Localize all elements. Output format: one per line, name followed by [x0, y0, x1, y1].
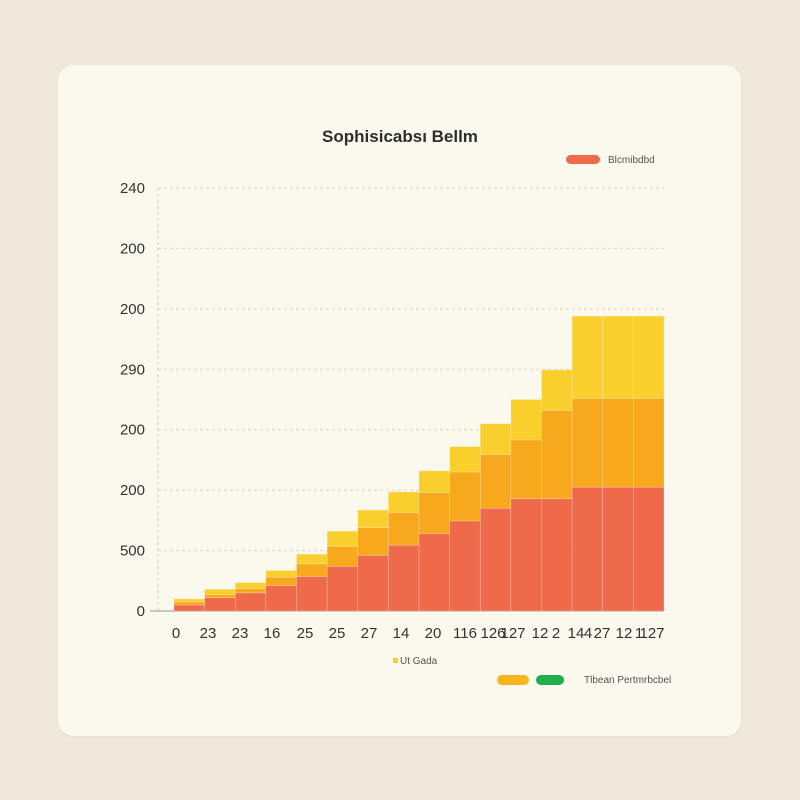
bar-segment: [204, 594, 236, 599]
bar-segment: [326, 546, 359, 567]
bar-segment: [449, 471, 481, 522]
bar-segment: [571, 315, 604, 399]
bar-segment: [388, 544, 420, 612]
bar-segment: [173, 598, 205, 603]
bar-segment: [357, 555, 389, 612]
y-tick-label: 200: [120, 301, 145, 318]
bar-segment: [541, 498, 573, 612]
bar-segment: [173, 604, 205, 612]
bar-segment: [388, 512, 420, 546]
bar-segment: [357, 509, 389, 528]
bar-segment: [296, 576, 328, 612]
legend-label: Blcmibdbd: [608, 155, 655, 166]
bar-segment: [418, 492, 450, 534]
x-tick-label: 23: [200, 625, 217, 642]
bar-segment: [204, 588, 236, 595]
x-tick-label: 116: [453, 625, 477, 642]
x-tick-label: 25: [297, 625, 314, 642]
x-tick-label: 25: [329, 625, 346, 642]
y-tick-label: 200: [120, 422, 145, 439]
bar-segment: [326, 565, 359, 612]
x-tick-label: 12: [532, 625, 549, 642]
bar-segment: [296, 563, 328, 577]
bar-segment: [479, 423, 512, 455]
y-tick-label: 500: [120, 543, 145, 560]
bar-segment: [265, 576, 297, 586]
bar-segment: [633, 397, 665, 488]
bar-segment: [234, 582, 267, 589]
bar-segment: [510, 439, 542, 499]
bar-segment: [388, 491, 420, 513]
bar-segment: [510, 399, 542, 441]
x-tick-label: 126: [480, 625, 505, 642]
bar-segment: [173, 601, 205, 606]
x-tick-label: 1: [635, 625, 643, 642]
x-tick-label: 20: [425, 625, 442, 642]
x-tick-label: 12: [616, 625, 633, 642]
y-tick-label: 290: [120, 361, 145, 378]
x-tick-label: 27: [594, 625, 611, 642]
x-tick-label: 16: [264, 625, 281, 642]
bar-segment: [479, 454, 512, 509]
x-tick-label: 127: [639, 625, 664, 642]
bar-segment: [449, 520, 481, 612]
bar-segment: [418, 533, 450, 612]
x-tick-label: 4: [584, 625, 592, 642]
bar-segment: [449, 446, 481, 473]
bar-segment: [571, 397, 604, 488]
bar-segment: [602, 486, 634, 612]
legend-swatch: [566, 155, 600, 164]
bar-segment: [602, 315, 634, 399]
legend-swatch: [393, 658, 398, 663]
x-tick-label: 2: [552, 625, 560, 642]
y-tick-label: 240: [120, 180, 145, 197]
y-tick-label: 200: [120, 482, 145, 499]
bar-segment: [602, 397, 634, 488]
bar-segment: [326, 530, 359, 547]
bar-segment: [265, 570, 297, 578]
chart-title: Sophisicabsı Bellm: [322, 127, 478, 146]
bar-segment: [357, 527, 389, 556]
bar-segment: [633, 486, 665, 612]
bar-segment: [479, 507, 512, 612]
legend-label: Ut Gada: [400, 656, 438, 667]
legend-swatch: [536, 675, 564, 685]
y-tick-label: 0: [137, 603, 145, 620]
x-tick-label: 14: [568, 625, 585, 642]
bar-segment: [234, 588, 267, 594]
bar-segment: [541, 369, 573, 411]
x-tick-label: 0: [172, 625, 180, 642]
x-tick-label: 23: [232, 625, 249, 642]
x-tick-label: 127: [500, 625, 525, 642]
bar-segment: [571, 486, 604, 612]
bar-segment: [296, 553, 328, 565]
x-tick-label: 14: [393, 625, 410, 642]
bar-segment: [510, 498, 542, 612]
x-tick-label: 27: [361, 625, 378, 642]
bar-segment: [633, 315, 665, 399]
bar-segment: [234, 592, 267, 612]
legend-label: Tlbean Pertmrbcbel: [584, 675, 671, 686]
y-tick-label: 200: [120, 240, 145, 257]
bar-segment: [418, 470, 450, 493]
bar-segment: [204, 597, 236, 612]
legend-swatch: [497, 675, 529, 685]
bar-segment: [541, 410, 573, 499]
bar-segment: [265, 585, 297, 612]
